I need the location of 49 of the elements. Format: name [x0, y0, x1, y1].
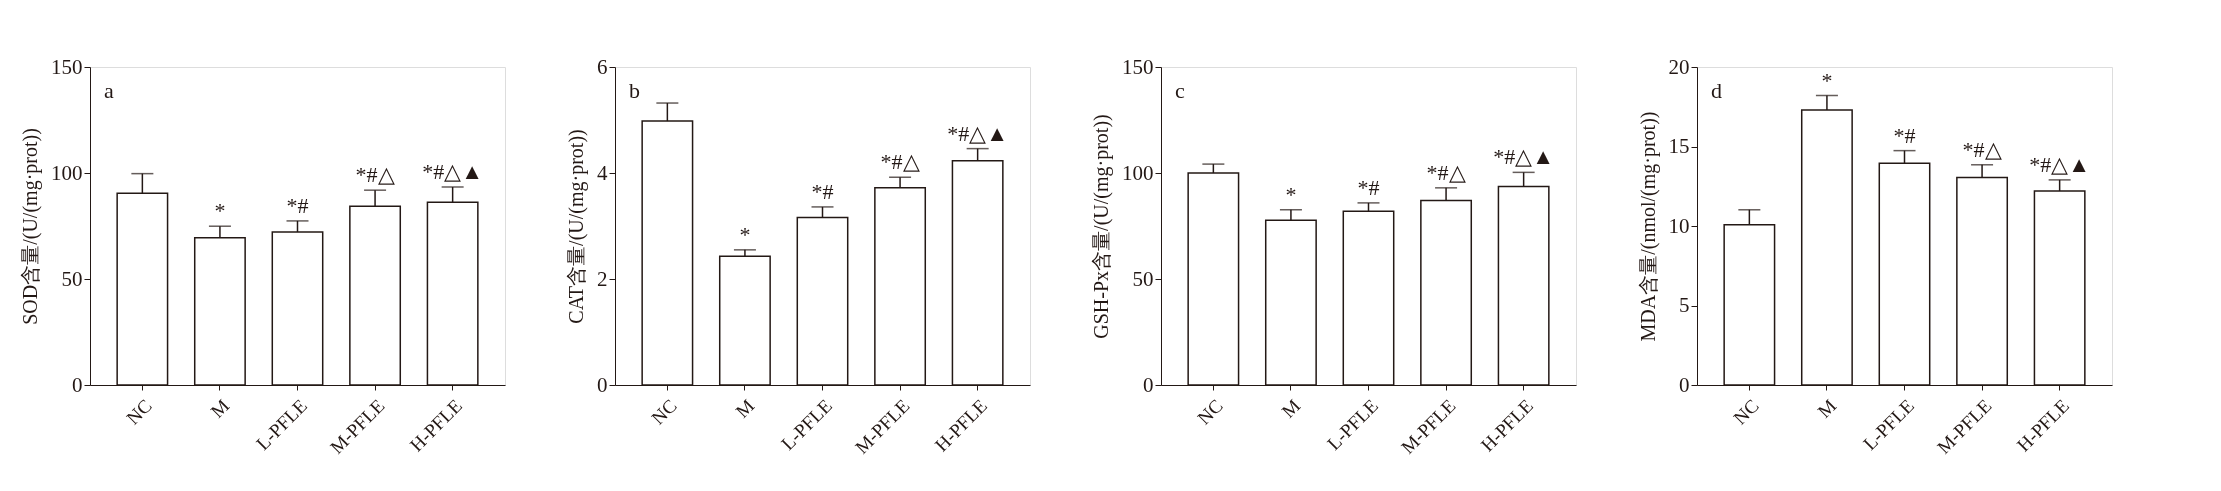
- y-axis-title: SOD含量/(U/(mg·prot)): [19, 128, 42, 325]
- y-tick-label: 100: [51, 160, 83, 185]
- y-tick-label: 0: [597, 372, 608, 397]
- annotation: d: [1711, 78, 1722, 103]
- y-tick-label: 10: [1668, 213, 1690, 238]
- x-tick-label: NC: [1729, 395, 1763, 429]
- y-tick-label: 4: [597, 160, 608, 185]
- y-tick-label: 20: [1668, 54, 1690, 79]
- y-tick-label: 0: [1143, 372, 1154, 397]
- annotation: *#: [1357, 174, 1380, 200]
- annotation: *: [214, 198, 226, 224]
- annotation: *#△▲: [422, 158, 484, 184]
- annotation: *#△: [880, 149, 920, 175]
- x-tick-label: NC: [122, 395, 156, 429]
- annotation: a: [104, 78, 114, 103]
- y-tick-label: 150: [51, 54, 83, 79]
- annotation: *: [1821, 67, 1833, 93]
- annotation: *#: [811, 178, 834, 204]
- y-tick-label: 0: [1679, 372, 1690, 397]
- annotation: *#△▲: [947, 120, 1009, 146]
- y-tick-label: 100: [1122, 160, 1154, 185]
- y-tick-label: 0: [72, 372, 83, 397]
- y-tick-label: 15: [1668, 134, 1690, 158]
- annotation: *#△▲: [2029, 151, 2091, 177]
- x-tick-label: NC: [647, 395, 681, 429]
- x-tick-label: NC: [1193, 395, 1227, 429]
- annotation: c: [1175, 78, 1185, 103]
- y-tick-label: 2: [597, 266, 608, 291]
- x-tick-label: M: [731, 395, 759, 422]
- y-tick-label: 6: [597, 54, 608, 79]
- x-tick-label: M: [206, 395, 234, 422]
- annotation: *#△: [355, 162, 395, 188]
- x-tick-label: M: [1813, 395, 1841, 422]
- x-tick-label: M: [1277, 395, 1305, 422]
- y-axis-title: CAT含量/(U/(mg·prot)): [565, 129, 588, 324]
- annotation: b: [629, 78, 640, 103]
- y-tick-label: 50: [61, 266, 83, 291]
- annotation: *: [739, 221, 751, 247]
- annotation: *#: [1893, 122, 1916, 148]
- y-axis-title: MDA含量/(nmol/(mg·prot)): [1636, 111, 1660, 342]
- y-tick-label: 5: [1679, 293, 1690, 317]
- y-tick-label: 50: [1132, 266, 1154, 291]
- annotation: *: [1285, 181, 1297, 207]
- annotation: *#△▲: [1493, 144, 1555, 170]
- y-axis-title: GSH-Px含量/(U/(mg·prot)): [1090, 114, 1113, 339]
- annotation: *#: [286, 192, 309, 218]
- annotation: *#△: [1426, 159, 1466, 185]
- annotation: *#△: [1962, 136, 2002, 162]
- y-tick-label: 150: [1122, 54, 1154, 79]
